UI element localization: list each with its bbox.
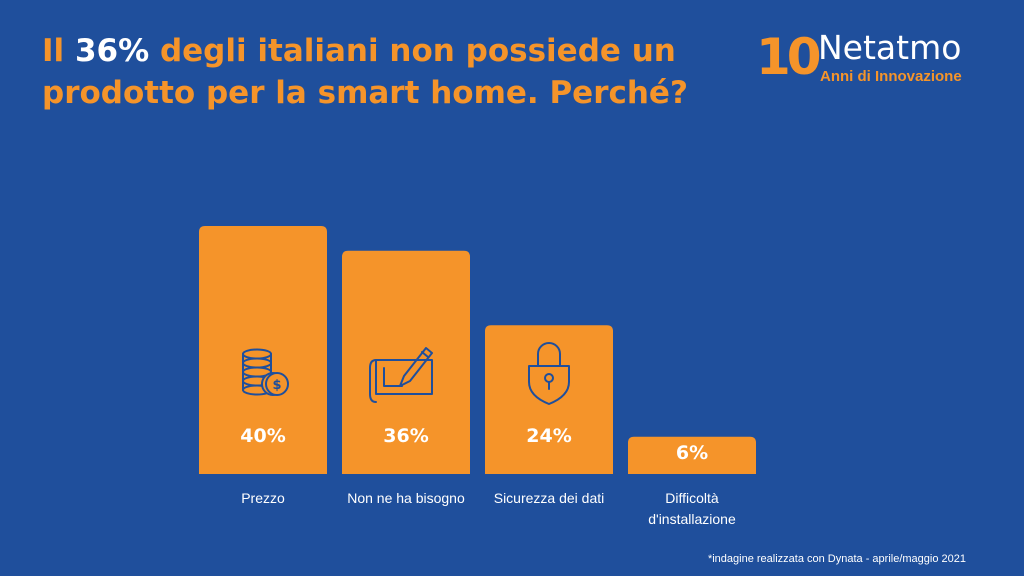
data-label: 24% [526,425,571,447]
page-title: Il 36% degli italiani non possiede un pr… [42,30,742,114]
bar [485,325,613,474]
bar-group: 40% $ [199,226,327,474]
title-rest: degli italiani non possiede un prodotto … [42,33,688,111]
title-prefix: Il [42,33,75,69]
category-label: Prezzo [241,490,285,506]
logo-number: 10 [756,28,822,86]
bar-group: 6% [628,436,756,474]
netatmo-logo: 10 Netatmo Anni di Innovazione [756,30,986,88]
data-label: 40% [240,425,285,447]
title-highlight: 36% [74,33,150,69]
bar [628,436,756,474]
coins-icon: $ [242,348,289,396]
bar-group: 24% [485,325,613,474]
category-label: Sicurezza dei dati [493,490,605,506]
blueprint-pencil-icon [369,347,433,403]
data-label: 36% [383,425,428,447]
logo-brand: Netatmo [818,28,962,67]
bar [342,250,470,474]
bar-group: 36% [342,250,470,474]
category-label: Difficoltà d'installazione [648,490,736,527]
footnote: *indagine realizzata con Dynata - aprile… [707,553,966,565]
logo-tagline: Anni di Innovazione [820,68,962,85]
data-label: 6% [676,442,708,464]
padlock-icon [528,342,570,405]
category-label: Non ne ha bisogno [347,490,465,506]
svg-text:$: $ [272,378,281,393]
